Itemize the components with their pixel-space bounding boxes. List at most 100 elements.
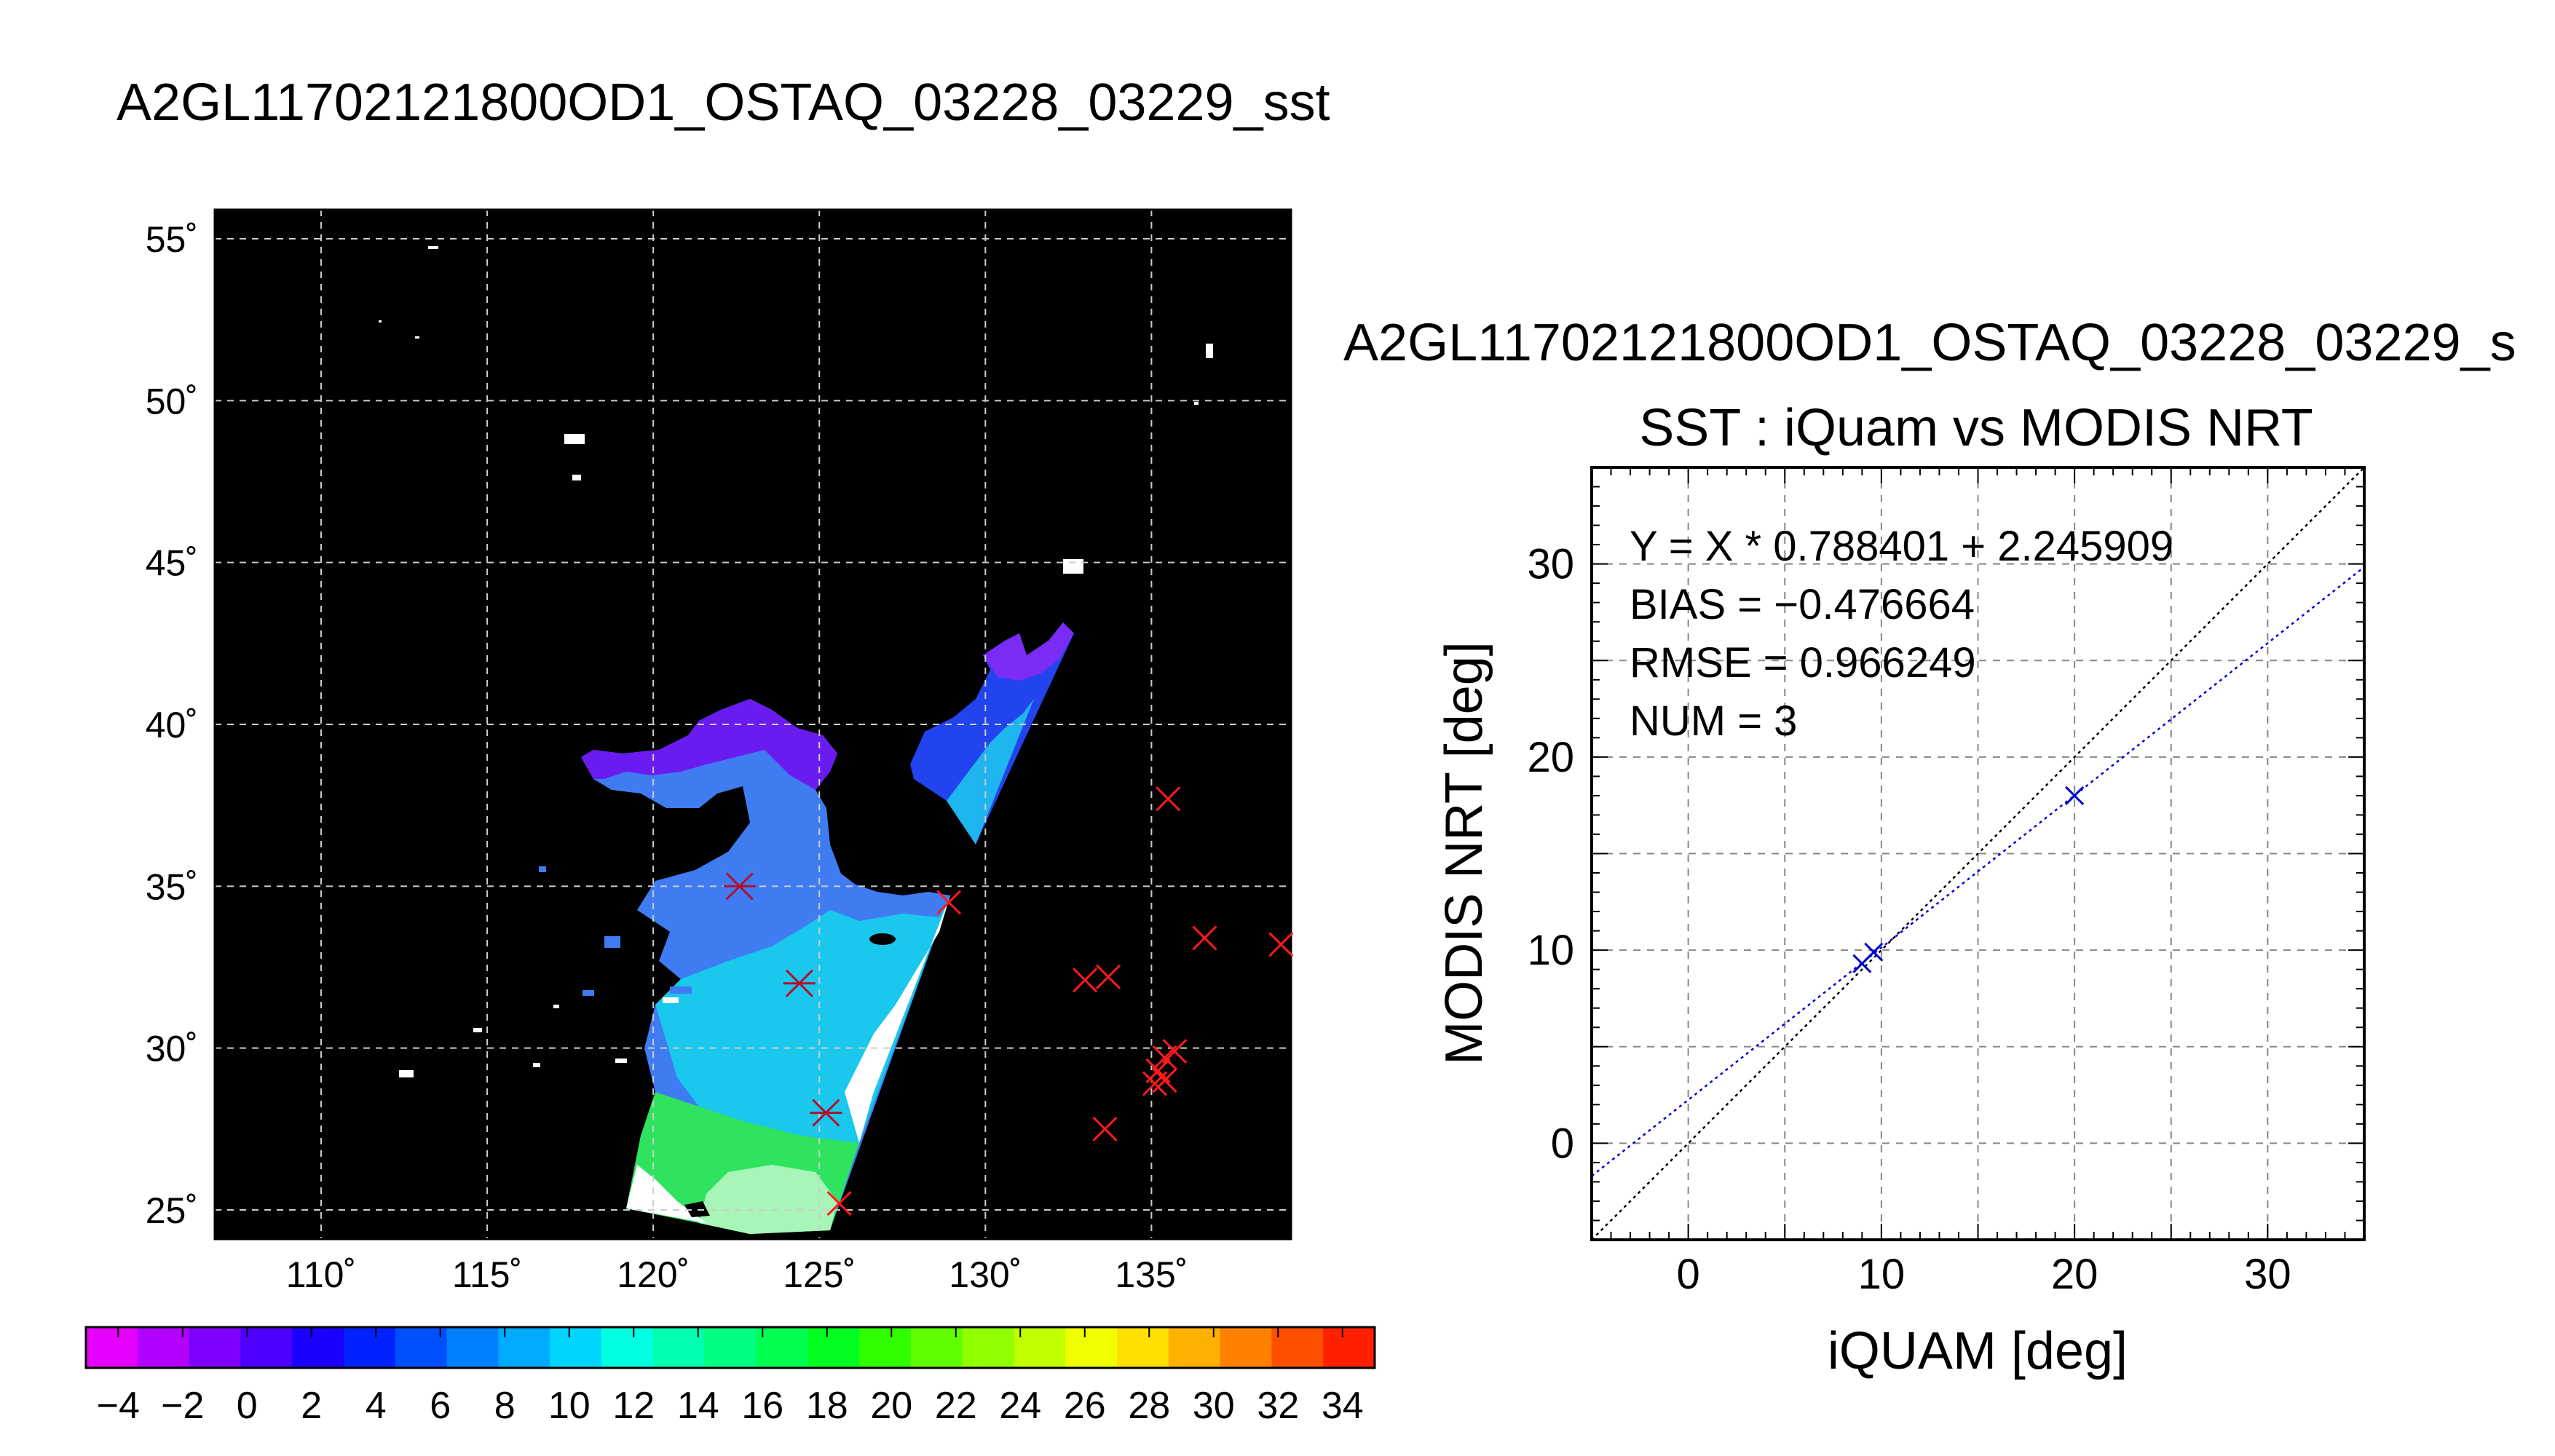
sst-obs-marker xyxy=(936,890,962,915)
colorbar-label: 2 xyxy=(301,1385,322,1427)
sst-obs-marker xyxy=(1152,1068,1177,1093)
y-tick-label: 20 xyxy=(1527,734,1574,781)
colorbar-cell xyxy=(807,1327,860,1368)
isolated-pixels xyxy=(379,246,1213,1077)
sst-obs-marker xyxy=(1192,925,1217,951)
x-tick-labels: 0 10 20 30 xyxy=(1676,1251,2291,1298)
scatter-points xyxy=(1852,786,2085,973)
rmse-stat: RMSE = 0.966249 xyxy=(1630,639,1976,687)
colorbar-cell xyxy=(652,1327,706,1368)
colorbar-label: 20 xyxy=(870,1385,912,1427)
colorbar-label: 32 xyxy=(1257,1385,1299,1427)
colorbar-cell xyxy=(446,1327,499,1368)
colorbar-cells xyxy=(86,1327,1375,1368)
colorbar-cell xyxy=(1065,1327,1118,1368)
colorbar-label: 8 xyxy=(494,1385,516,1427)
x-tick-label: 0 xyxy=(1676,1251,1699,1298)
sst-swath-japan-sea-warm xyxy=(947,699,1034,844)
matchup-marker xyxy=(783,969,816,997)
lon-label: 125˚ xyxy=(783,1254,856,1295)
colorbar-label: 0 xyxy=(237,1385,258,1427)
lon-label: 130˚ xyxy=(949,1254,1022,1295)
colorbar-cell xyxy=(137,1327,190,1368)
colorbar-cell xyxy=(395,1327,448,1368)
x-tick-label: 30 xyxy=(2244,1251,2291,1298)
map-lon-labels: 110˚ 115˚ 120˚ 125˚ 130˚ 135˚ xyxy=(286,1254,1188,1295)
colorbar-label: 18 xyxy=(806,1385,848,1427)
lat-label: 25˚ xyxy=(146,1190,198,1231)
map-title: A2GL11702121800OD1_OSTAQ_03228_03229_sst xyxy=(117,74,1330,132)
colorbar-label: −2 xyxy=(161,1385,204,1427)
y-tick-labels: 0 10 20 30 xyxy=(1527,541,1574,1168)
colorbar-cell xyxy=(962,1327,1014,1368)
map-graticule xyxy=(215,210,1291,1239)
scatter-frame xyxy=(1590,466,2366,1241)
colorbar-cell xyxy=(240,1327,293,1368)
colorbar-cell xyxy=(1168,1327,1221,1368)
lon-label: 135˚ xyxy=(1115,1254,1188,1295)
bias-stat: BIAS = −0.476664 xyxy=(1630,581,1975,628)
lat-label: 50˚ xyxy=(146,381,198,422)
sst-swath-japan-sea xyxy=(910,622,1074,844)
colorbar-label: 6 xyxy=(430,1385,451,1427)
y-tick-label: 30 xyxy=(1527,541,1574,588)
sst-obs-marker xyxy=(1096,964,1121,989)
colorbar-cell xyxy=(704,1327,757,1368)
colorbar-cell xyxy=(86,1327,138,1368)
colorbar-cell xyxy=(1220,1327,1272,1368)
colorbar-cell xyxy=(1323,1327,1375,1368)
sst-obs-marker xyxy=(1156,786,1181,812)
colorbar-label: 4 xyxy=(366,1385,387,1427)
lon-label: 120˚ xyxy=(617,1254,690,1295)
colorbar-cell xyxy=(601,1327,654,1368)
sst-swath xyxy=(379,246,1213,1234)
lat-label: 30˚ xyxy=(146,1029,198,1069)
y-axis-label: MODIS NRT [deg] xyxy=(1435,641,1493,1065)
lon-label: 110˚ xyxy=(286,1254,356,1295)
y-tick-label: 10 xyxy=(1527,927,1574,974)
y-tick-label: 0 xyxy=(1551,1120,1574,1167)
scatter-grid xyxy=(1592,467,2364,1240)
colorbar-label: 14 xyxy=(677,1385,719,1427)
colorbar-label: 24 xyxy=(999,1385,1041,1427)
colorbar-label: 10 xyxy=(548,1385,591,1427)
sst-swath-japan-sea-cold xyxy=(983,622,1074,681)
x-axis-label: iQUAM [deg] xyxy=(1828,1322,2128,1380)
scatter-title: SST : iQuam vs MODIS NRT xyxy=(1639,399,2313,457)
sst-obs-marker xyxy=(1268,932,1294,957)
sst-obs-marker xyxy=(1162,1039,1188,1064)
colorbar-label: 16 xyxy=(741,1385,783,1427)
map-markers xyxy=(723,786,1294,1216)
colorbar-label: 26 xyxy=(1064,1385,1106,1427)
fit-statistics: Y = X * 0.788401 + 2.245909 BIAS = −0.47… xyxy=(1630,523,2173,745)
map-frame xyxy=(213,208,1292,1241)
colorbar-cell xyxy=(1014,1327,1066,1368)
colorbar-label: 12 xyxy=(612,1385,655,1427)
colorbar-cell xyxy=(1117,1327,1169,1368)
colorbar-cell xyxy=(498,1327,550,1368)
scatter-suptitle: A2GL11702121800OD1_OSTAQ_03228_03229_s xyxy=(1343,314,2516,372)
colorbar-tick-labels: −4 −2 0 2 4 6 8 10 12 14 16 18 20 22 24 26 28 30 32 34 xyxy=(97,1385,1364,1427)
num-stat: NUM = 3 xyxy=(1630,697,1797,745)
colorbar-cell xyxy=(1271,1327,1324,1368)
regression-fit-line xyxy=(1592,566,2364,1177)
scatter-point xyxy=(1864,942,1884,962)
matchup-marker xyxy=(723,872,756,901)
colorbar-label: 34 xyxy=(1322,1385,1364,1427)
scatter-panel: SST : iQuam vs MODIS NRT Y = X * 0.78840… xyxy=(1435,399,2366,1380)
colorbar-label: −4 xyxy=(97,1385,140,1427)
colorbar-cell xyxy=(910,1327,963,1368)
sst-obs-marker xyxy=(1073,968,1098,993)
sst-obs-marker xyxy=(1092,1116,1118,1142)
sst-map-panel: 110˚ 115˚ 120˚ 125˚ 130˚ 135˚ 55˚ 50˚ 45˚ 40˚ 35˚… xyxy=(146,208,1294,1295)
colorbar-cell xyxy=(756,1327,808,1368)
colorbar-label: 30 xyxy=(1193,1385,1235,1427)
lon-label: 115˚ xyxy=(452,1254,522,1295)
colorbar-label: 28 xyxy=(1128,1385,1170,1427)
colorbar-cell xyxy=(550,1327,602,1368)
colorbar-cell xyxy=(292,1327,344,1368)
colorbar-cell xyxy=(344,1327,396,1368)
sst-swath-lightgreen xyxy=(699,1165,837,1234)
island-mask xyxy=(869,933,896,945)
